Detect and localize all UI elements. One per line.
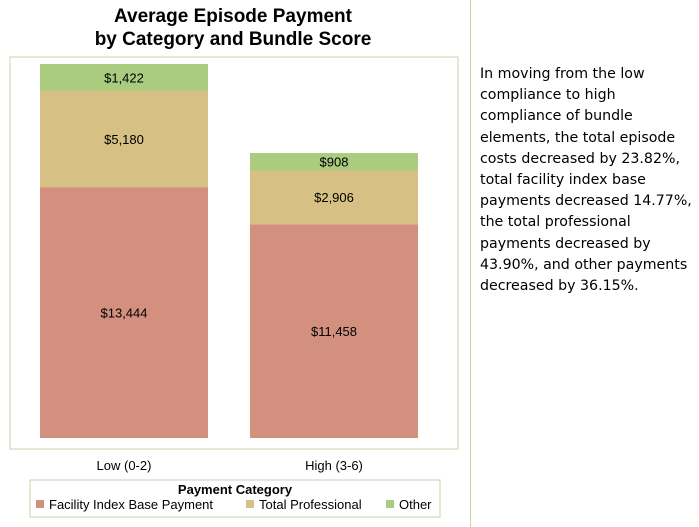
- legend-swatch-1: [36, 500, 44, 508]
- bar-segment-3-category-2: [250, 153, 418, 171]
- stacked-bar-chart: Average Episode Payment by Category and …: [9, 6, 459, 518]
- chart-title-line-2: by Category and Bundle Score: [95, 29, 372, 50]
- bar-segment-2-category-2: [250, 170, 418, 225]
- chart-panel: Average Episode Payment by Category and …: [9, 6, 459, 518]
- bar-segment-1-category-2: [250, 224, 418, 438]
- panel-divider: [470, 0, 471, 527]
- data-label-1-category-2: $11,458: [311, 324, 357, 339]
- legend-swatch-3: [386, 500, 394, 508]
- legend-label-2: Total Professional: [259, 497, 362, 512]
- x-tick-label-2: High (3-6): [305, 458, 363, 473]
- data-label-3-category-1: $1,422: [104, 70, 144, 85]
- data-label-3-category-2: $908: [320, 155, 349, 170]
- legend-items: Facility Index Base Payment Total Profess…: [36, 497, 432, 512]
- x-axis-tick-labels: Low (0-2) High (3-6): [97, 458, 363, 473]
- bars-group: $13,444 $5,180 $1,422 $11,458 $2,906 $908: [40, 64, 418, 438]
- legend-frame: [29, 479, 441, 518]
- x-tick-label-1: Low (0-2): [97, 458, 152, 473]
- bar-segment-1-category-1: [40, 187, 208, 438]
- legend-label-1: Facility Index Base Payment: [49, 497, 213, 512]
- legend-title: Payment Category: [178, 482, 293, 497]
- data-label-2-category-2: $2,906: [314, 190, 354, 205]
- data-label-2-category-1: $5,180: [104, 132, 144, 147]
- legend-swatch-2: [246, 500, 254, 508]
- bar-segment-2-category-1: [40, 90, 208, 188]
- summary-note: In moving from the low compliance to hig…: [480, 66, 692, 295]
- data-label-1-category-1: $13,444: [101, 306, 148, 321]
- plot-area-frame: [9, 56, 459, 450]
- chart-title-line-1: Average Episode Payment: [114, 6, 353, 27]
- legend-label-3: Other: [399, 497, 432, 512]
- bar-segment-3-category-1: [40, 64, 208, 91]
